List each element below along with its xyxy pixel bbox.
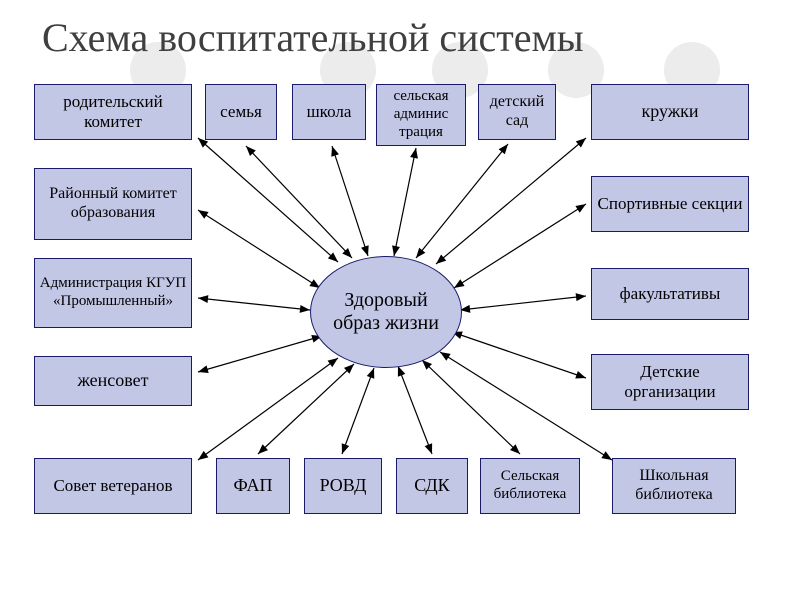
node-label: СДК <box>414 475 449 496</box>
node-label: кружки <box>641 101 698 122</box>
node-label: Совет ветеранов <box>53 476 172 496</box>
node-admin-kgup: Администрация КГУП «Промышленный» <box>34 258 192 328</box>
node-village-admin: сельская админис трация <box>376 84 466 146</box>
node-label: школа <box>307 102 352 122</box>
node-label: Районный комитет образования <box>39 185 187 223</box>
node-sdk: СДК <box>396 458 468 514</box>
node-family: семья <box>205 84 277 140</box>
center-node-label: Здоровый образ жизни <box>326 289 446 335</box>
diagram-title: Схема воспитательной системы <box>42 14 584 61</box>
node-kindergarten: детский сад <box>478 84 556 140</box>
node-fap: ФАП <box>216 458 290 514</box>
node-label: Администрация КГУП «Промышленный» <box>39 275 187 310</box>
node-label: ФАП <box>233 475 272 496</box>
center-node: Здоровый образ жизни <box>310 256 462 368</box>
node-zhensovet: женсовет <box>34 356 192 406</box>
node-sport-sections: Спортивные секции <box>591 176 749 232</box>
node-label: факультативы <box>620 284 721 304</box>
node-child-orgs: Детские организации <box>591 354 749 410</box>
node-label: сельская админис трация <box>381 88 461 141</box>
node-electives: факультативы <box>591 268 749 320</box>
node-veterans: Совет ветеранов <box>34 458 192 514</box>
node-label: семья <box>220 102 262 122</box>
node-school-lib: Школьная библиотека <box>612 458 736 514</box>
diagram-stage: { "colors": { "background": "#ffffff", "… <box>0 0 800 600</box>
node-district-edu: Районный комитет образования <box>34 168 192 240</box>
node-label: РОВД <box>320 475 367 496</box>
node-clubs: кружки <box>591 84 749 140</box>
node-label: детский сад <box>483 93 551 131</box>
node-label: Детские организации <box>596 362 744 402</box>
node-label: родительский комитет <box>39 92 187 132</box>
node-label: Сельская библиотека <box>485 468 575 503</box>
node-label: Школьная библиотека <box>617 467 731 505</box>
node-school: школа <box>292 84 366 140</box>
node-label: женсовет <box>77 370 148 391</box>
node-village-lib: Сельская библиотека <box>480 458 580 514</box>
node-label: Спортивные секции <box>598 194 743 214</box>
node-parent-committee: родительский комитет <box>34 84 192 140</box>
node-rovd: РОВД <box>304 458 382 514</box>
